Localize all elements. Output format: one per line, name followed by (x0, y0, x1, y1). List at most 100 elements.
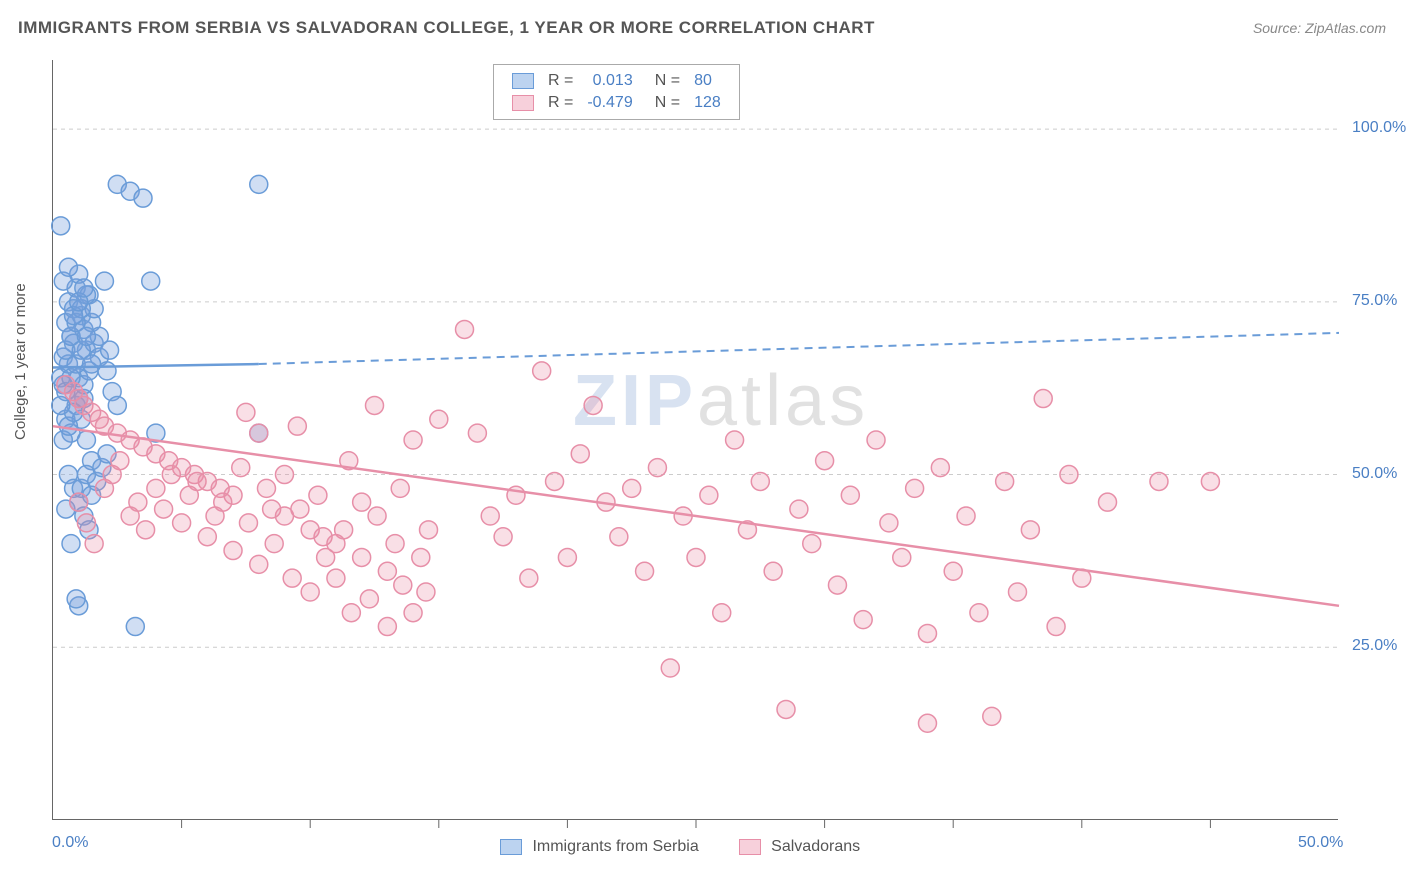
scatter-point (237, 403, 255, 421)
scatter-point (533, 362, 551, 380)
scatter-point (101, 341, 119, 359)
scatter-point (214, 493, 232, 511)
scatter-point (342, 604, 360, 622)
scatter-point (880, 514, 898, 532)
legend-n-label: N = (641, 71, 686, 91)
scatter-point (420, 521, 438, 539)
scatter-point (250, 424, 268, 442)
scatter-point (468, 424, 486, 442)
chart-title: IMMIGRANTS FROM SERBIA VS SALVADORAN COL… (18, 18, 875, 38)
legend-r-label: R = (542, 93, 579, 113)
scatter-point (378, 618, 396, 636)
x-tick-label: 0.0% (52, 834, 88, 852)
scatter-point (224, 542, 242, 560)
scatter-point (558, 548, 576, 566)
legend-series: Immigrants from Serbia Salvadorans (500, 838, 900, 856)
scatter-point (85, 535, 103, 553)
legend-n-value: 128 (688, 93, 727, 113)
scatter-point (70, 493, 88, 511)
scatter-point (412, 548, 430, 566)
scatter-point (77, 514, 95, 532)
scatter-point (481, 507, 499, 525)
scatter-point (327, 569, 345, 587)
scatter-point (142, 272, 160, 290)
scatter-point (62, 535, 80, 553)
legend-swatch (739, 839, 761, 855)
scatter-point (391, 479, 409, 497)
scatter-point (198, 528, 216, 546)
scatter-point (1201, 472, 1219, 490)
legend-swatch (500, 839, 522, 855)
scatter-point (162, 466, 180, 484)
scatter-point (931, 459, 949, 477)
scatter-point (95, 272, 113, 290)
scatter-point (918, 714, 936, 732)
scatter-point (571, 445, 589, 463)
scatter-point (944, 562, 962, 580)
scatter-point (59, 258, 77, 276)
scatter-point (275, 466, 293, 484)
scatter-point (134, 189, 152, 207)
scatter-point (828, 576, 846, 594)
scatter-point (111, 452, 129, 470)
scatter-point (520, 569, 538, 587)
scatter-point (841, 486, 859, 504)
scatter-point (1047, 618, 1065, 636)
legend-correlation-box: R =0.013N =80R =-0.479N =128 (493, 64, 740, 120)
scatter-point (137, 521, 155, 539)
legend-r-value: 0.013 (581, 71, 638, 91)
scatter-point (250, 175, 268, 193)
scatter-point (232, 459, 250, 477)
scatter-point (52, 217, 70, 235)
scatter-point (687, 548, 705, 566)
scatter-point (353, 493, 371, 511)
scatter-point (265, 535, 283, 553)
scatter-point (1150, 472, 1168, 490)
legend-series-name: Salvadorans (771, 838, 860, 855)
scatter-point (368, 507, 386, 525)
scatter-point (584, 396, 602, 414)
regression-line-dashed (259, 333, 1339, 364)
legend-swatch (512, 95, 534, 111)
legend-r-label: R = (542, 71, 579, 91)
scatter-point (456, 320, 474, 338)
scatter-point (335, 521, 353, 539)
scatter-point (996, 472, 1014, 490)
plot-area: ZIPatlas R =0.013N =80R =-0.479N =128 (52, 60, 1338, 820)
chart-svg (53, 60, 1339, 820)
scatter-point (404, 431, 422, 449)
scatter-point (257, 479, 275, 497)
scatter-point (893, 548, 911, 566)
scatter-point (309, 486, 327, 504)
y-axis-label: College, 1 year or more (12, 283, 29, 440)
legend-r-value: -0.479 (581, 93, 638, 113)
scatter-point (108, 396, 126, 414)
scatter-point (288, 417, 306, 435)
scatter-point (970, 604, 988, 622)
scatter-point (1009, 583, 1027, 601)
scatter-point (700, 486, 718, 504)
scatter-point (1021, 521, 1039, 539)
scatter-point (67, 590, 85, 608)
scatter-point (386, 535, 404, 553)
legend-series-name: Immigrants from Serbia (532, 838, 698, 855)
scatter-point (546, 472, 564, 490)
scatter-point (906, 479, 924, 497)
scatter-point (918, 624, 936, 642)
scatter-point (417, 583, 435, 601)
scatter-point (713, 604, 731, 622)
scatter-point (353, 548, 371, 566)
scatter-point (790, 500, 808, 518)
scatter-point (83, 355, 101, 373)
scatter-point (155, 500, 173, 518)
scatter-point (957, 507, 975, 525)
scatter-point (301, 583, 319, 601)
scatter-point (283, 569, 301, 587)
scatter-point (126, 618, 144, 636)
scatter-point (1034, 390, 1052, 408)
scatter-point (623, 479, 641, 497)
scatter-point (803, 535, 821, 553)
legend-series-item: Immigrants from Serbia (500, 838, 699, 855)
scatter-point (983, 707, 1001, 725)
scatter-point (430, 410, 448, 428)
